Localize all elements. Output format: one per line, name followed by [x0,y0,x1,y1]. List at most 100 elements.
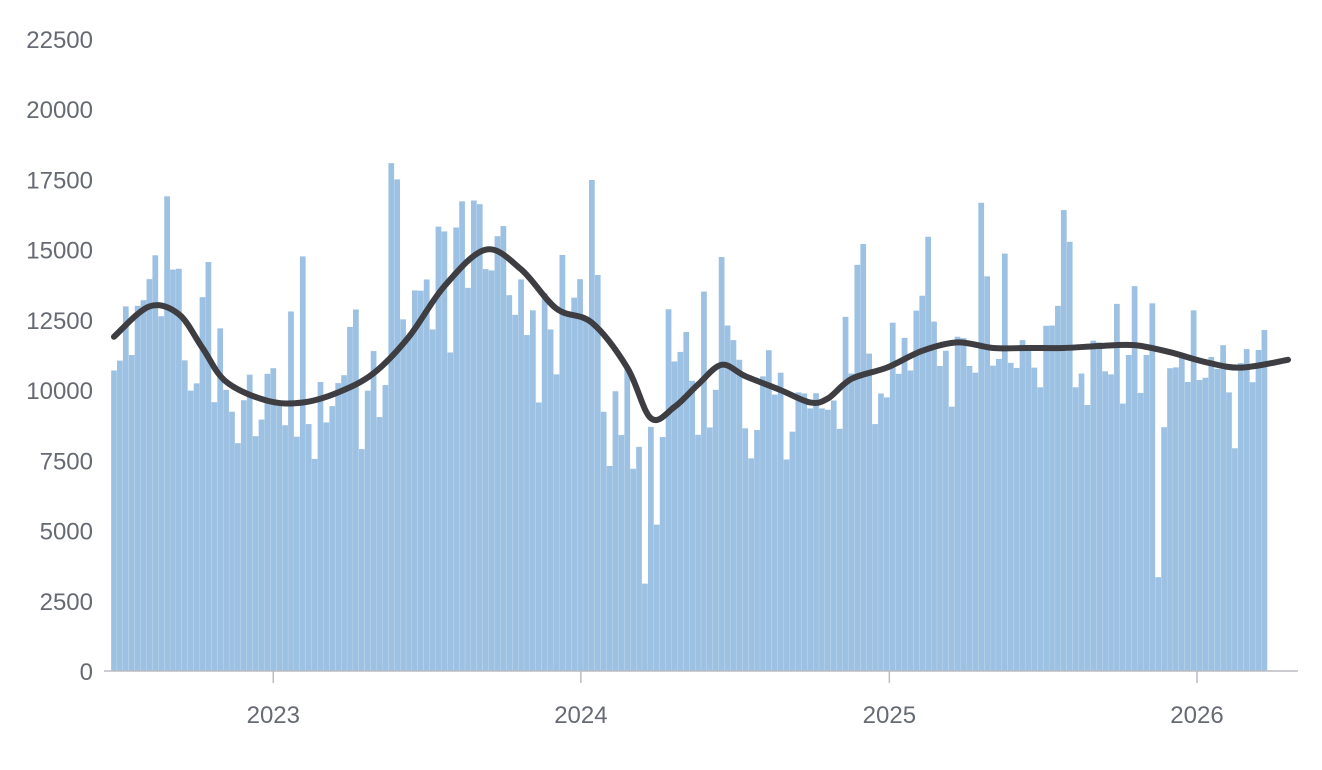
bar [783,459,790,671]
bar [512,314,519,671]
bar [199,297,206,671]
bar [571,297,578,671]
bar [594,274,601,671]
bar [1125,355,1132,671]
bar [524,335,530,671]
bar [329,406,336,671]
bar [1019,340,1026,671]
bar [1155,577,1162,671]
bar [942,350,949,671]
bar [901,337,908,671]
bar [642,583,648,671]
y-tick-label: 10000 [26,378,93,405]
bar [1184,381,1191,671]
bar [471,200,477,671]
bar [441,231,448,671]
bar [453,227,460,672]
bar [919,295,926,671]
bar [1114,303,1120,671]
x-axis: 2023 2024 2025 2026 [247,671,1224,729]
bar [341,375,347,671]
bar [801,393,808,671]
bar [589,180,595,671]
bar [494,236,501,671]
y-tick-label: 0 [80,659,93,686]
bar [925,236,931,671]
bar [1261,330,1268,671]
bar [1255,349,1262,671]
bar [1013,367,1020,671]
bar [394,179,401,671]
bar [990,365,996,671]
bar [382,385,389,671]
y-tick-label: 7500 [40,448,93,475]
bar [813,393,819,671]
bar [370,351,377,671]
bar [771,394,778,671]
bar [954,336,961,671]
bar [712,389,719,671]
bar [765,350,772,671]
bar [134,305,141,671]
bar [966,365,973,671]
bar [824,409,831,671]
bar [459,201,465,671]
bar [211,402,218,671]
bar [158,316,165,671]
bar [724,325,731,671]
y-tick-label: 12500 [26,308,93,335]
bar [860,244,867,672]
bar [878,393,884,671]
bar [565,316,572,671]
bar [1078,373,1085,671]
bar [777,372,784,671]
bar [1137,392,1144,671]
bar [388,163,395,671]
bar [1007,362,1014,671]
bar [671,361,678,671]
bar [760,376,766,671]
bar [665,309,672,671]
bar [748,458,754,671]
bar [376,417,383,671]
bar [288,311,294,671]
bar [984,276,990,671]
bar [1226,392,1232,671]
bar [181,360,188,671]
bar [400,319,406,671]
bar [624,368,631,671]
bar [754,430,760,671]
bar [795,392,802,671]
bar [1066,241,1073,672]
bar [606,465,613,671]
bar [128,355,135,671]
bar [996,358,1002,671]
bar [258,419,265,671]
bar [807,408,813,671]
bar [736,359,743,671]
bar [1190,310,1197,671]
bar [217,328,224,671]
bar [223,389,229,671]
bar [789,431,796,671]
y-tick-label: 15000 [26,238,93,265]
bar [978,202,985,671]
bar [1214,368,1221,671]
bar [235,443,241,671]
bar [170,269,176,671]
bar [276,405,283,671]
bar [883,397,890,671]
bar [718,256,725,671]
bar [305,424,312,671]
bar [618,435,625,671]
bar [1084,405,1091,671]
bar [948,406,955,671]
bar [559,255,566,671]
bar [1031,367,1038,671]
bar [299,256,306,671]
bar [653,524,660,671]
bar [600,411,607,671]
bar [406,335,412,671]
bar [152,255,159,671]
